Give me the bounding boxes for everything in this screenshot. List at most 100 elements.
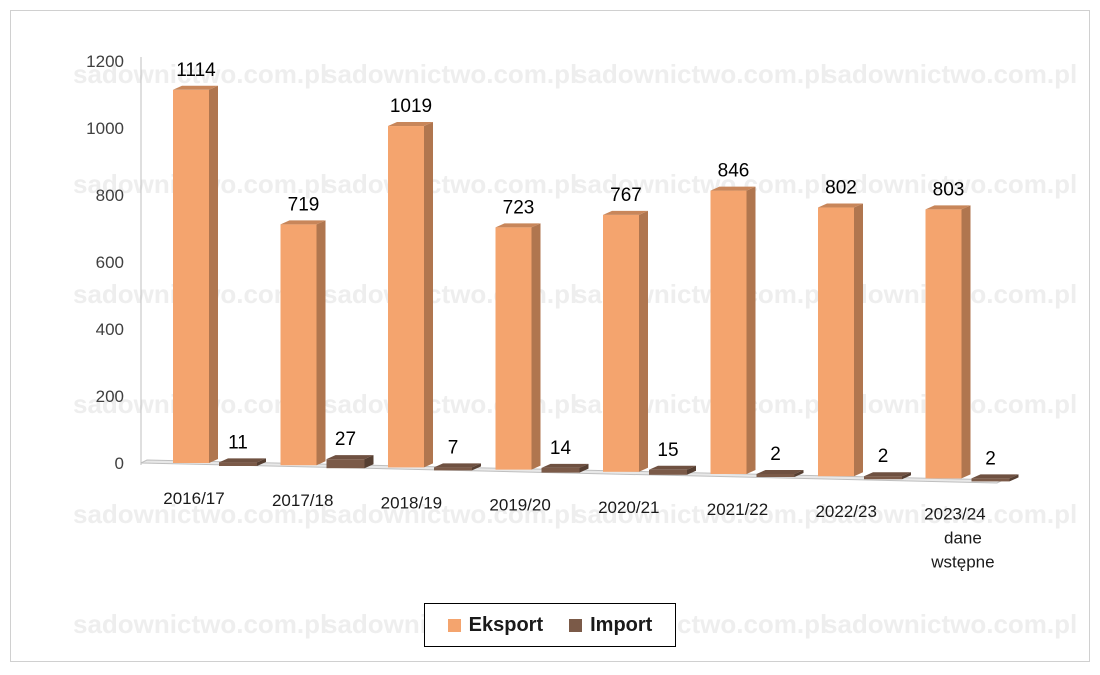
- axes: [140, 57, 1004, 484]
- data-label-eksport: 719: [288, 194, 320, 215]
- y-tick-label: 200: [96, 387, 124, 406]
- data-label-import: 11: [228, 432, 248, 453]
- y-tick-label: 1000: [86, 119, 124, 138]
- bar-eksport-top: [173, 85, 218, 90]
- bar-eksport-side: [316, 220, 326, 466]
- bar-import-side: [472, 463, 481, 471]
- bar-import-top: [971, 474, 1019, 479]
- watermark-text: sadownictwo.com.pl: [73, 59, 327, 89]
- bar-import-front: [756, 474, 795, 477]
- category-labels: 2016/17 2017/18 2018/19 2019/20 2020/21 2021/…: [163, 489, 994, 571]
- watermark-text: sadownictwo.com.pl: [73, 609, 327, 639]
- bar-eksport: [710, 186, 756, 474]
- bar-eksport-top: [388, 122, 433, 127]
- bar-eksport-top: [925, 205, 971, 210]
- bar-eksport: [173, 85, 218, 463]
- bar-eksport-top: [818, 203, 863, 208]
- category-label: 2017/18: [272, 491, 333, 510]
- bar-eksport-side: [854, 203, 863, 477]
- bar-eksport-front: [388, 126, 424, 468]
- bar-import-side: [257, 458, 266, 466]
- bar-import-side: [579, 463, 589, 473]
- data-label-eksport: 803: [933, 179, 965, 200]
- bar-eksport-front: [603, 214, 639, 472]
- category-label: 2023/24 dane wstępne: [924, 504, 994, 571]
- y-tick-label: 0: [115, 454, 124, 473]
- bar-import: [864, 472, 911, 480]
- bar-import: [326, 455, 374, 469]
- legend-swatch-eksport: [447, 618, 461, 632]
- bar-import-front: [864, 476, 902, 480]
- data-label-import: 14: [550, 438, 572, 459]
- y-tick-label: 800: [96, 186, 124, 205]
- bar-eksport-side: [424, 122, 433, 468]
- bar-import-top: [219, 458, 266, 463]
- data-label-eksport: 846: [718, 161, 750, 182]
- data-label-import: 15: [657, 440, 678, 461]
- bar-eksport: [925, 205, 971, 479]
- bar-import: [649, 465, 696, 475]
- watermark-text: sadownictwo.com.pl: [323, 169, 577, 199]
- bar-import-front: [219, 462, 257, 466]
- bar-import: [434, 463, 481, 471]
- bar-import-front: [434, 467, 472, 471]
- legend-swatch-import: [569, 618, 583, 632]
- bar-eksport-front: [710, 190, 747, 474]
- legend-item-import: Import: [569, 614, 652, 637]
- data-label-import: 2: [985, 448, 996, 469]
- data-label-eksport: 1114: [176, 60, 216, 81]
- data-label-eksport: 802: [825, 178, 857, 199]
- data-label-eksport: 1019: [390, 96, 432, 117]
- watermark-text: sadownictwo.com.pl: [823, 169, 1077, 199]
- category-label: 2021/22: [707, 500, 768, 519]
- bar-import-side: [364, 455, 374, 469]
- watermark-text: sadownictwo.com.pl: [323, 499, 577, 529]
- y-tick-label: 600: [96, 253, 124, 272]
- bar-import-top: [756, 470, 804, 474]
- data-label-import: 7: [448, 437, 459, 458]
- bar-eksport-front: [280, 224, 317, 466]
- y-axis-ticks: 0 200 400 600 800 1000 1200: [86, 52, 124, 473]
- category-label: 2016/17: [163, 489, 224, 508]
- bar-import-side: [794, 470, 804, 477]
- bar-import: [971, 474, 1019, 482]
- legend-label-import: Import: [590, 613, 653, 636]
- bar-import-top: [541, 463, 589, 468]
- bar-eksport-front: [818, 207, 854, 477]
- watermark-text: sadownictwo.com.pl: [73, 499, 327, 529]
- watermark-text: sadownictwo.com.pl: [823, 609, 1077, 639]
- data-label-import: 27: [335, 429, 356, 450]
- bar-eksport-side: [746, 186, 756, 474]
- chart-frame: sadownictwo.com.pl sadownictwo.com.pl sado…: [10, 10, 1090, 662]
- bar-import-side: [1009, 474, 1019, 482]
- legend-label-eksport: Eksport: [468, 613, 544, 636]
- category-label: 2018/19: [381, 493, 442, 512]
- bar-eksport-front: [495, 227, 532, 470]
- bar-import-top: [649, 465, 696, 470]
- bar-eksport-top: [495, 223, 541, 228]
- watermark-text: sadownictwo.com.pl: [573, 499, 827, 529]
- bar-chart: sadownictwo.com.plsadownictwo.com.plsado…: [73, 52, 1077, 639]
- bar-import-side: [902, 472, 911, 480]
- y-tick-label: 400: [96, 320, 124, 339]
- bar-eksport: [280, 220, 326, 466]
- bar-eksport-top: [603, 210, 648, 215]
- bar-import: [756, 470, 804, 477]
- y-tick-label: 1200: [86, 52, 124, 71]
- bar-import-front: [971, 478, 1010, 482]
- bar-eksport-side: [961, 205, 971, 479]
- data-label-eksport: 767: [610, 185, 642, 206]
- watermark-text: sadownictwo.com.pl: [573, 59, 827, 89]
- bar-eksport: [603, 210, 648, 472]
- bar-import: [219, 458, 266, 466]
- data-label-import: 2: [770, 444, 781, 465]
- bar-eksport: [818, 203, 863, 477]
- data-label-import: 2: [878, 446, 889, 467]
- bar-eksport-side: [209, 85, 218, 463]
- bar-import-side: [687, 465, 696, 475]
- bar-import: [541, 463, 589, 473]
- category-label: 2019/20: [489, 496, 550, 515]
- watermark-text: sadownictwo.com.pl: [573, 169, 827, 199]
- bar-import-front: [649, 469, 687, 475]
- bar-import-top: [864, 472, 911, 477]
